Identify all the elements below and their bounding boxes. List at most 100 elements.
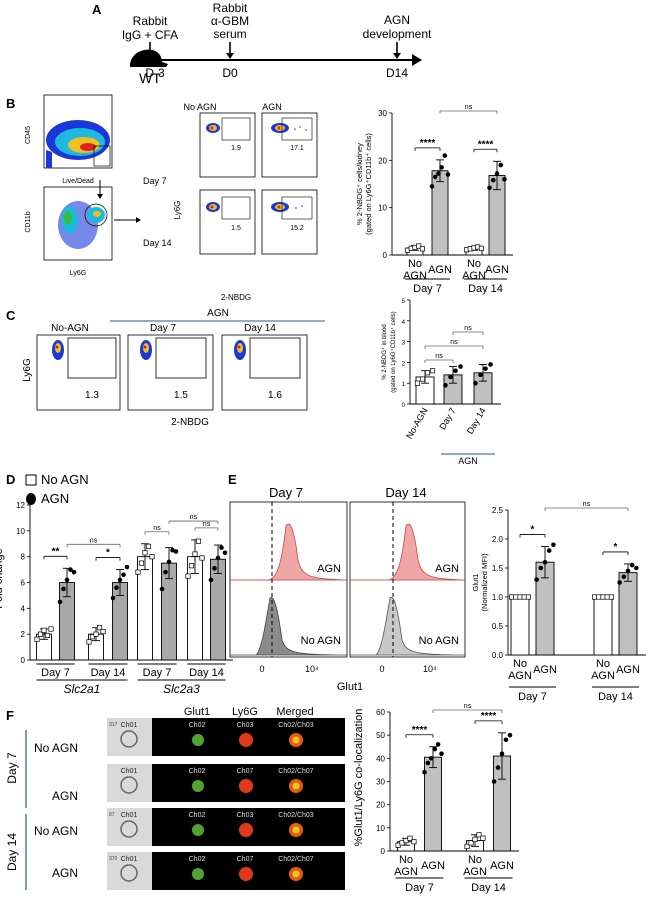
group-label: Day 14	[471, 882, 506, 894]
ly6g-signal	[239, 823, 253, 837]
ly6g-signal	[239, 779, 253, 793]
data-point	[34, 636, 40, 642]
data-point	[487, 185, 492, 191]
imaging-strip: Ch01 Ch02 Ch03 Ch02/Ch03 317	[107, 718, 345, 756]
data-point	[422, 769, 427, 775]
channel-label: Ch02/Ch03	[278, 722, 314, 729]
y-tick-label: 4	[402, 320, 406, 326]
x-tick-label: AGN	[616, 664, 640, 676]
group-label: Day 14	[598, 691, 633, 703]
y-tick-label: 2	[402, 361, 406, 367]
histogram-day7: AGN No AGN 0 10⁴	[229, 501, 348, 674]
sig-label: *	[531, 525, 535, 536]
x-tick-label: AGN	[533, 664, 557, 676]
y-axis-label: % 2-NBDG⁺ in blood (gated on Ly6G⁺CD11b⁺ …	[381, 311, 397, 392]
facs-xlabel: 2-NBDG	[221, 293, 251, 302]
data-point	[502, 176, 507, 182]
gene-label: Slc2a1	[64, 682, 101, 696]
brightfield-cell	[107, 852, 152, 890]
sig-label: ****	[481, 711, 497, 722]
legend-label-noagn: No AGN	[41, 472, 89, 487]
facs-col-header-1: No AGN	[183, 102, 216, 112]
merged-overlap	[292, 782, 300, 790]
c-gate-value-1: 1.3	[85, 390, 99, 401]
panel-a: A WT Rabbit IgG + CFA D-3 Rabbit α-GBM s…	[92, 1, 432, 86]
y-tick-label: 4	[21, 604, 26, 613]
data-point	[473, 380, 478, 386]
facs-plot-day14-noagn: 1.5	[199, 189, 256, 255]
bar	[424, 756, 442, 852]
c-col-header-3: Day 14	[244, 323, 276, 334]
facs-row-label-1: Day 7	[143, 176, 167, 186]
data-point	[138, 560, 145, 566]
data-point	[430, 368, 436, 374]
channel-label: Ch02	[189, 812, 206, 819]
x-tick-label: No	[399, 854, 413, 866]
group-label: Day 14	[91, 667, 126, 679]
data-point	[509, 594, 515, 600]
data-point	[100, 629, 106, 635]
y-tick-label: 12	[16, 501, 25, 510]
imaging-strip: Ch01 Ch02 Ch03 Ch02/Ch03 87	[107, 808, 345, 846]
gate-value-4: 15.2	[290, 225, 304, 232]
y-tick-label: 2.5	[492, 506, 504, 515]
chart-c: 0 1 2 3 4 5 % 2-NBDG⁺ in blood (gated on Ly6G⁺C…	[381, 299, 501, 466]
data-point	[542, 559, 548, 565]
data-point	[472, 836, 478, 842]
x-tick-label: AGN	[508, 670, 532, 682]
x-tick-label: AGN	[463, 866, 487, 878]
y-tick-label: 10	[378, 204, 387, 213]
data-point	[121, 572, 126, 578]
c-facs-plot-3: 1.6	[221, 334, 308, 411]
data-point	[534, 577, 539, 582]
event-2-line-1: Rabbit	[213, 1, 248, 15]
y-axis-label-line: % 2-NBDG⁺ in blood	[381, 324, 388, 380]
panel-c: C AGN No-AGN Day 7 Day 14 Ly6G 2-NBDG 1.…	[6, 308, 325, 428]
data-point	[44, 632, 51, 639]
bf-cell-shape	[120, 820, 138, 838]
data-point	[513, 594, 519, 600]
y-axis-label: % 2-NBDG⁺ cells/kidney (gated on Ly6G⁺CD1…	[355, 133, 373, 235]
group-label: Day 14	[468, 283, 503, 295]
data-point	[443, 382, 448, 388]
data-point	[149, 554, 155, 560]
c-col-header-2: Day 7	[150, 323, 177, 334]
group-label: Day 7	[518, 691, 547, 703]
y-tick-label: 3	[402, 341, 406, 347]
data-point	[407, 835, 413, 841]
data-point	[163, 569, 168, 575]
data-point	[419, 246, 426, 252]
channel-label: Ch01	[121, 768, 138, 775]
x-tick-label: No	[468, 854, 482, 866]
y-tick-label: 50	[376, 731, 385, 740]
event-2-line-3: serum	[213, 27, 246, 41]
object-number: 87	[109, 812, 115, 818]
data-point	[414, 380, 420, 386]
data-point	[416, 243, 422, 249]
y-tick-label: 0	[383, 251, 388, 260]
glut1-signal	[192, 734, 204, 746]
c-ylabel: Ly6G	[22, 358, 33, 382]
x-tick-label: Day 14	[465, 406, 488, 436]
gate-value-1: 1.9	[231, 145, 241, 152]
panel-b-label: B	[6, 96, 15, 111]
x-tick-label: AGN	[428, 264, 452, 276]
data-point	[521, 594, 527, 600]
data-point	[491, 779, 497, 784]
ly6g-signal	[239, 733, 253, 747]
channel-label: Ch01	[121, 856, 138, 863]
data-point	[435, 742, 441, 747]
data-point	[478, 372, 483, 378]
data-point	[89, 634, 96, 640]
sig-label: ns	[583, 501, 591, 508]
c-gate-value-3: 1.6	[268, 390, 282, 401]
f-day-label-1: Day 7	[5, 752, 19, 784]
sig-label: ****	[412, 725, 428, 736]
data-point	[64, 577, 70, 583]
x-tick-label: No	[408, 258, 422, 270]
ly6g-signal	[239, 867, 253, 881]
event-1-line-2: IgG + CFA	[122, 28, 178, 42]
y-tick-label: 6	[21, 579, 26, 588]
brightfield-cell	[107, 808, 152, 846]
